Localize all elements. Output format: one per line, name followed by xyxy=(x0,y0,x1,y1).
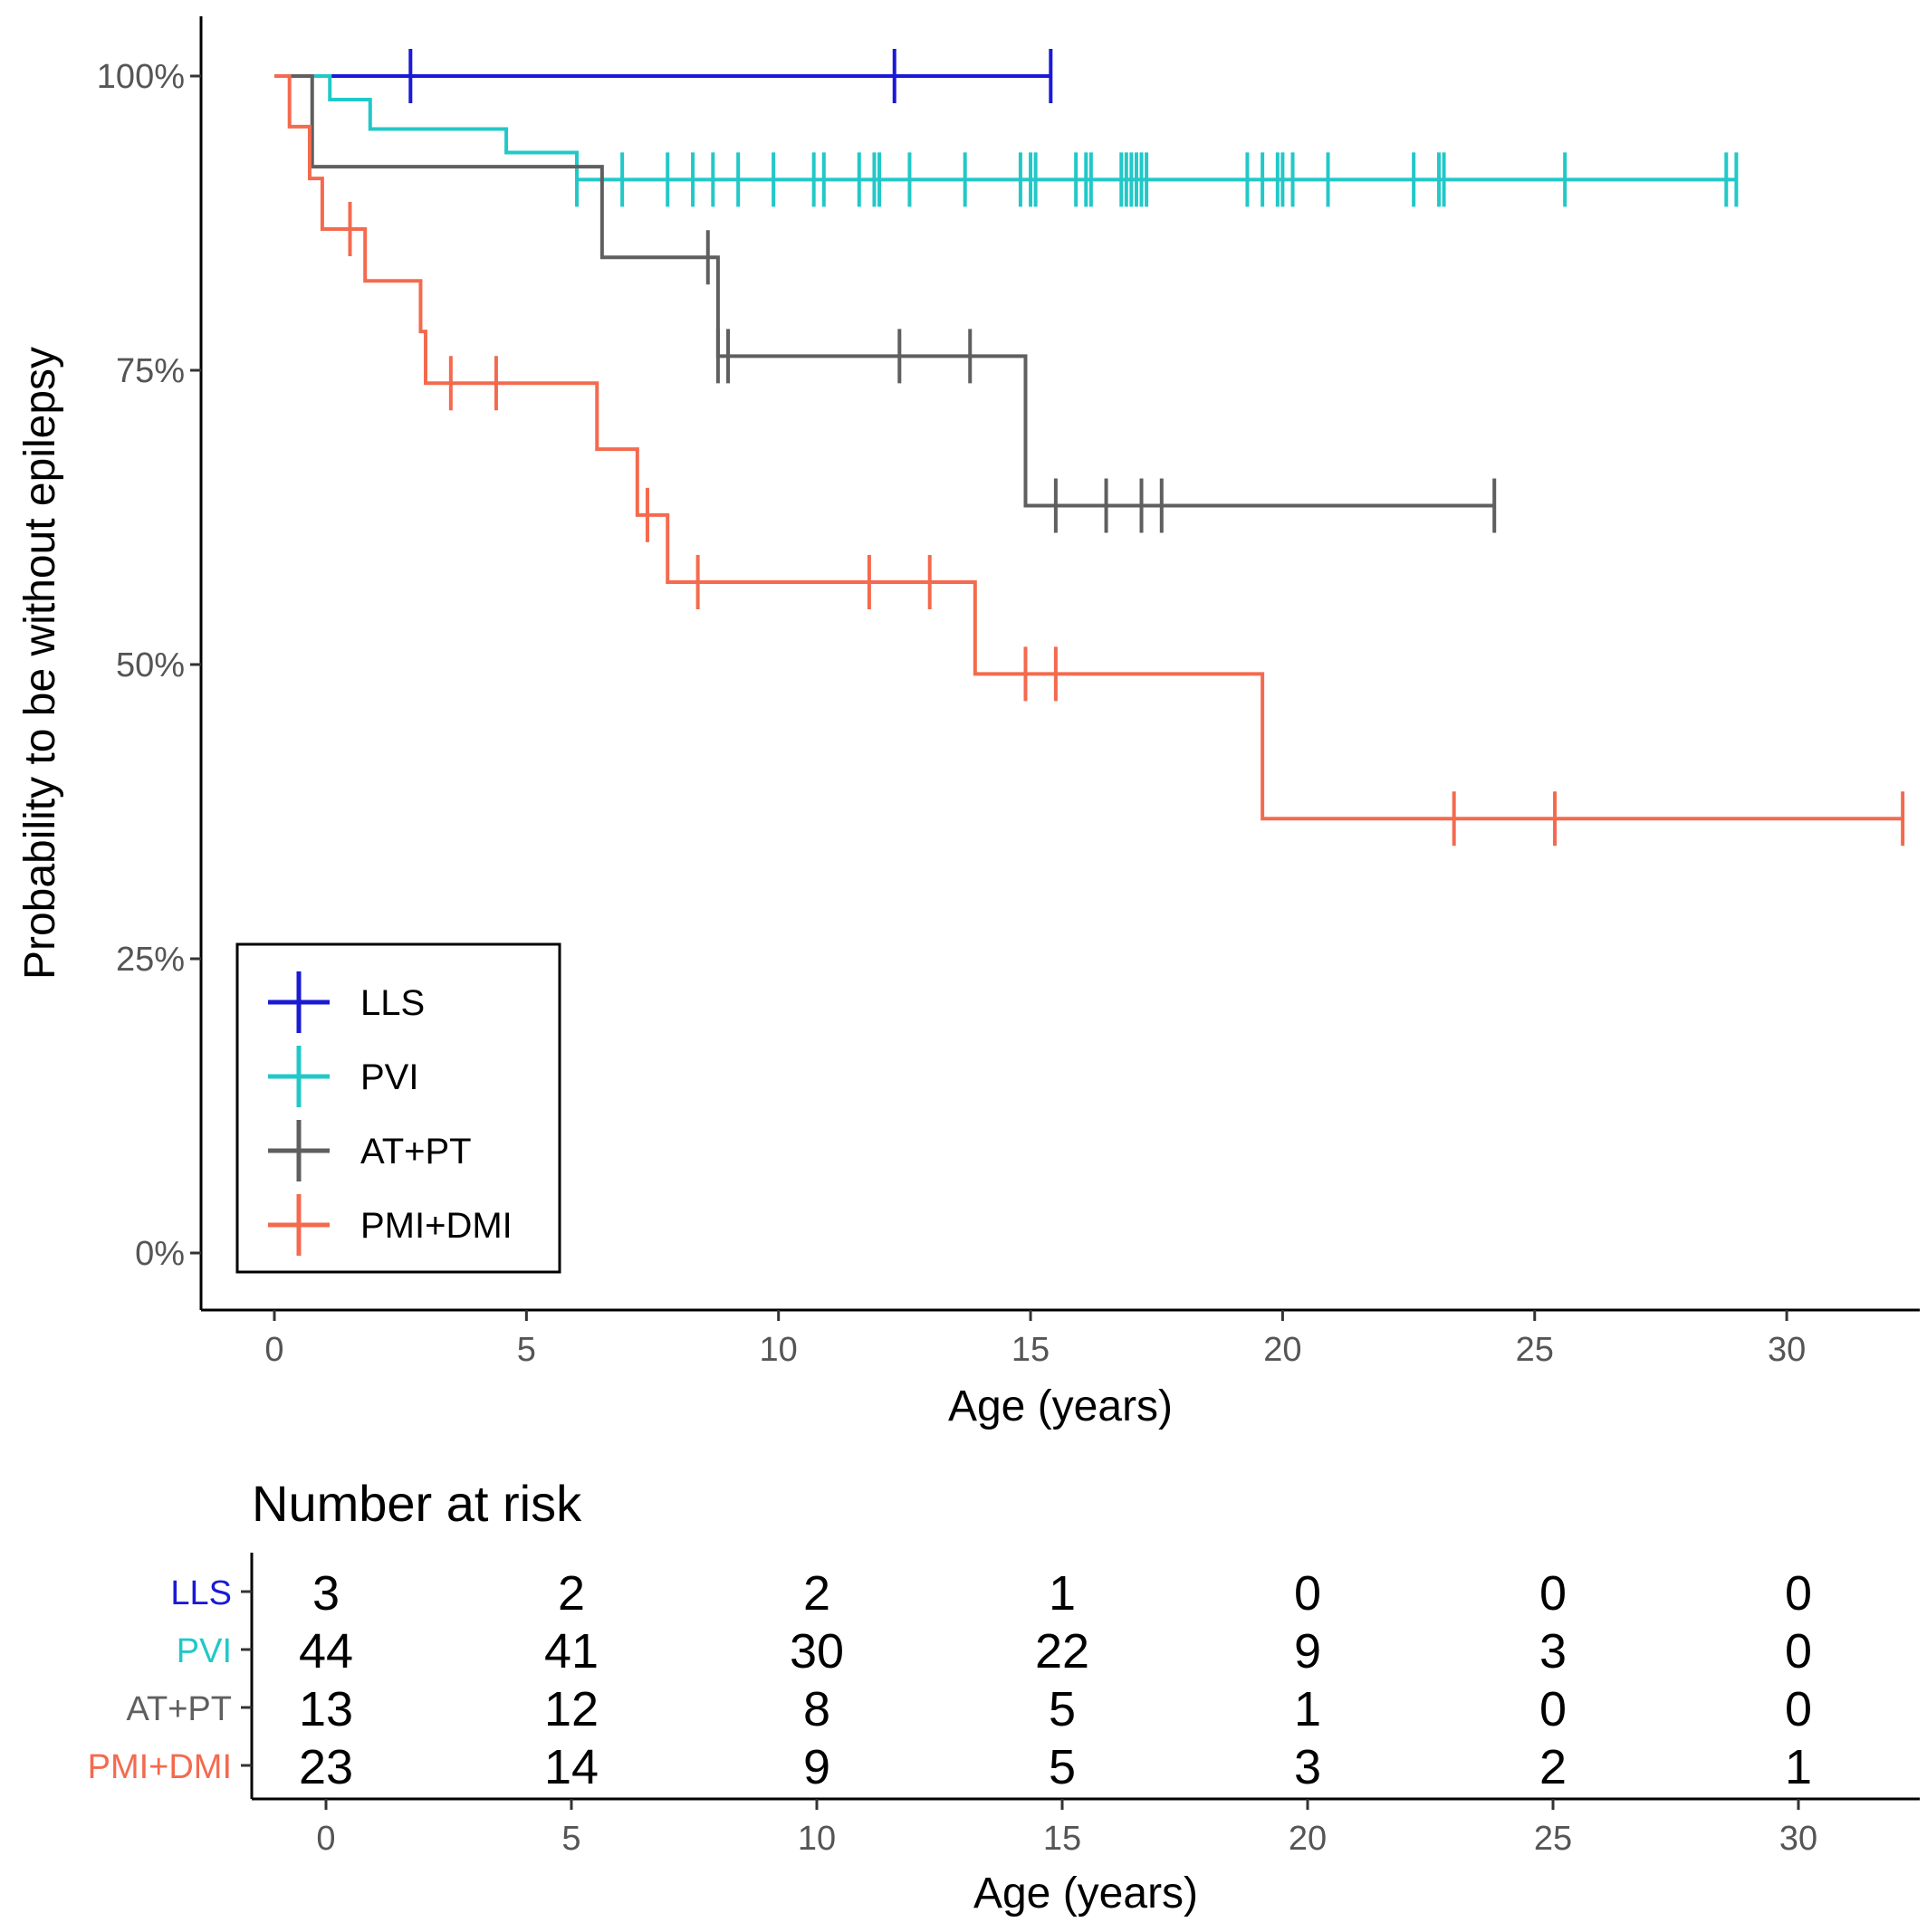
survival-curve-line xyxy=(274,74,1495,508)
risk-count: 5 xyxy=(1049,1740,1076,1794)
survival-curve-line xyxy=(274,74,1737,182)
risk-count: 0 xyxy=(1294,1566,1321,1621)
risk-row-label: PMI+DMI xyxy=(88,1748,232,1786)
y-tick-label: 75% xyxy=(116,352,185,390)
risk-row-label: LLS xyxy=(170,1574,232,1612)
risk-count: 0 xyxy=(1539,1682,1567,1736)
risk-x-tick-label: 15 xyxy=(1043,1820,1081,1858)
series-pmi-dmi xyxy=(274,74,1905,846)
legend-label: PMI+DMI xyxy=(360,1206,513,1246)
risk-count: 44 xyxy=(299,1624,353,1679)
legend-item: AT+PT xyxy=(268,1120,472,1181)
risk-count: 8 xyxy=(803,1682,830,1736)
risk-count: 13 xyxy=(299,1682,353,1736)
y-axis-title: Probability to be without epilepsy xyxy=(16,347,64,980)
risk-count: 3 xyxy=(1539,1624,1567,1679)
risk-count: 3 xyxy=(1294,1740,1321,1794)
series-pvi xyxy=(274,74,1739,207)
risk-x-tick-label: 20 xyxy=(1289,1820,1327,1858)
risk-count: 30 xyxy=(790,1624,844,1679)
x-tick-label: 0 xyxy=(264,1331,283,1369)
legend-box xyxy=(235,942,561,1274)
risk-count: 0 xyxy=(1785,1682,1812,1736)
risk-x-axis-title: Age (years) xyxy=(973,1870,1198,1918)
legend-item: LLS xyxy=(268,971,425,1033)
risk-x-tick-label: 5 xyxy=(561,1820,580,1858)
risk-x-tick-label: 0 xyxy=(316,1820,335,1858)
risk-x-tick-label: 25 xyxy=(1534,1820,1572,1858)
x-tick-label: 5 xyxy=(517,1331,536,1369)
risk-count: 9 xyxy=(1294,1624,1321,1679)
series-at-pt xyxy=(274,74,1497,533)
risk-count: 3 xyxy=(312,1566,340,1621)
risk-x-tick-label: 30 xyxy=(1779,1820,1817,1858)
risk-count: 0 xyxy=(1785,1566,1812,1621)
risk-count: 5 xyxy=(1049,1682,1076,1736)
legend-label: LLS xyxy=(360,983,425,1023)
risk-count: 9 xyxy=(803,1740,830,1794)
y-tick-label: 25% xyxy=(116,941,185,979)
legend-label: PVI xyxy=(360,1057,418,1097)
x-tick-label: 10 xyxy=(760,1331,798,1369)
risk-count: 0 xyxy=(1785,1624,1812,1679)
y-tick-label: 100% xyxy=(97,58,185,96)
legend-item: PMI+DMI xyxy=(268,1194,513,1256)
y-tick-label: 0% xyxy=(135,1235,185,1273)
risk-count: 22 xyxy=(1035,1624,1089,1679)
survival-plot-axes: 0% 25% 50% 75% 100% 0 5 10 15 20 25 30 Age (years) Pr… xyxy=(16,16,1920,1430)
risk-row-label: PVI xyxy=(177,1632,232,1670)
legend: LLS PVI AT+PT PMI+DMI xyxy=(235,942,561,1274)
legend-item: PVI xyxy=(268,1046,418,1107)
x-tick-label: 30 xyxy=(1768,1331,1806,1369)
x-tick-label: 25 xyxy=(1516,1331,1554,1369)
risk-row-label: AT+PT xyxy=(127,1690,233,1728)
risk-count: 2 xyxy=(558,1566,585,1621)
x-tick-label: 15 xyxy=(1011,1331,1050,1369)
survival-curves xyxy=(274,49,1905,846)
risk-count: 12 xyxy=(544,1682,599,1736)
risk-count: 2 xyxy=(803,1566,830,1621)
series-lls xyxy=(274,49,1053,103)
risk-count: 14 xyxy=(544,1740,599,1794)
risk-x-tick-label: 10 xyxy=(798,1820,836,1858)
legend-label: AT+PT xyxy=(360,1132,472,1172)
risk-count: 23 xyxy=(299,1740,353,1794)
risk-count: 1 xyxy=(1785,1740,1812,1794)
risk-table-title: Number at risk xyxy=(252,1475,582,1532)
risk-count: 1 xyxy=(1294,1682,1321,1736)
survival-curve-line xyxy=(274,74,1903,821)
risk-count: 1 xyxy=(1049,1566,1076,1621)
survival-plot-panel: 0% 25% 50% 75% 100% 0 5 10 15 20 25 30 Age (years) Pr… xyxy=(16,16,1920,1430)
x-axis-title: Age (years) xyxy=(948,1382,1173,1430)
y-tick-label: 50% xyxy=(116,646,185,684)
risk-count: 0 xyxy=(1539,1566,1567,1621)
risk-count: 41 xyxy=(544,1624,599,1679)
x-tick-label: 20 xyxy=(1263,1331,1301,1369)
risk-count: 2 xyxy=(1539,1740,1567,1794)
